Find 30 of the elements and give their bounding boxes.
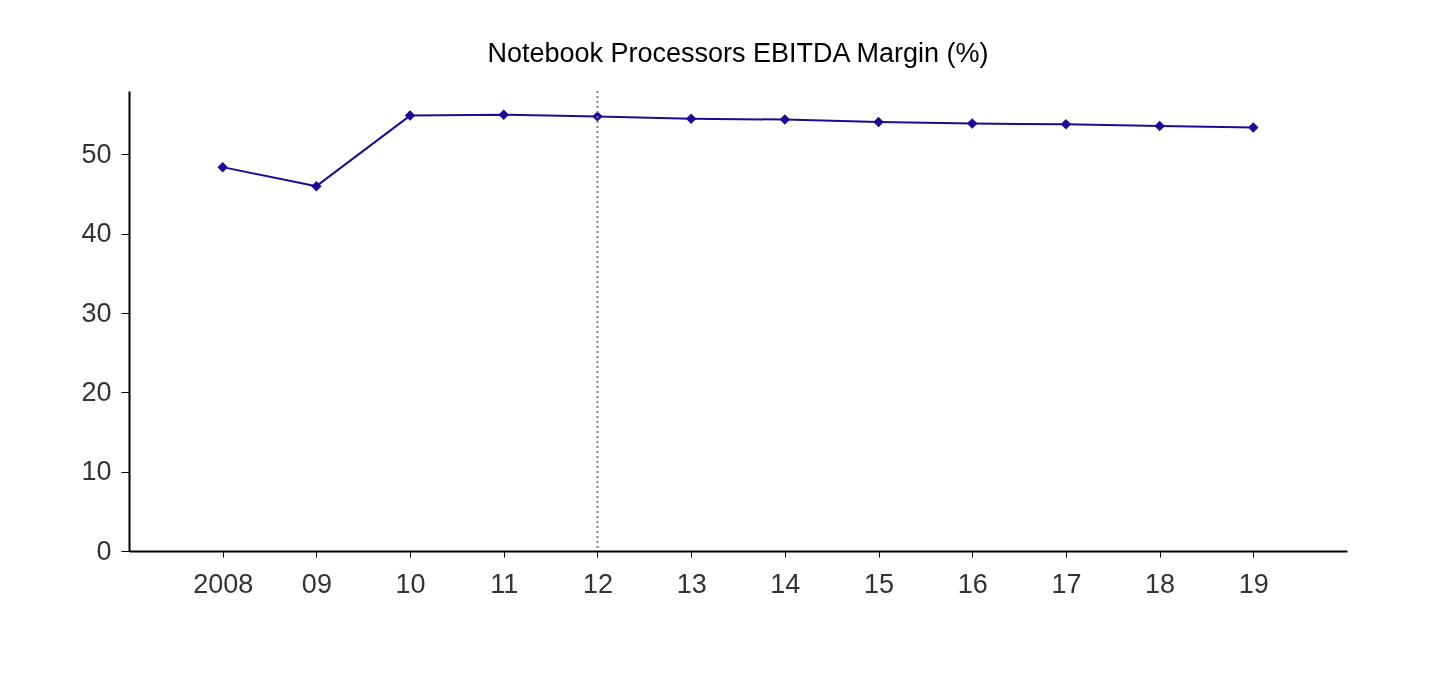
chart-title: Notebook Processors EBITDA Margin (%) <box>487 38 989 68</box>
point <box>404 110 416 121</box>
x-tick-label: 14 <box>770 568 801 599</box>
point <box>685 113 697 124</box>
x-tick-label: 2008 <box>193 568 254 599</box>
x-tick-label: 09 <box>301 568 332 599</box>
point <box>1248 122 1259 133</box>
point <box>873 116 884 128</box>
x-tick-label: 16 <box>957 568 988 599</box>
x-tick-label: 13 <box>676 568 707 599</box>
point <box>311 180 322 192</box>
y-tick-label: 0 <box>96 535 112 566</box>
y-tick-label: 50 <box>81 138 112 169</box>
x-tick-label: 11 <box>490 568 519 599</box>
x-tick-label: 10 <box>395 568 426 599</box>
y-tick-label: 10 <box>81 456 112 487</box>
x-tick-label: 18 <box>1145 568 1176 599</box>
point <box>1154 120 1165 132</box>
x-tick-label: 19 <box>1238 568 1269 599</box>
point <box>498 109 510 121</box>
y-tick-label: 30 <box>81 297 112 328</box>
y-tick-label: 40 <box>81 218 112 249</box>
point <box>1060 119 1072 130</box>
x-tick-label: 12 <box>582 568 613 599</box>
x-tick-label: 15 <box>864 568 895 599</box>
point <box>779 114 791 125</box>
y-tick-label: 20 <box>81 376 112 407</box>
point <box>966 118 978 129</box>
point <box>217 161 228 173</box>
x-tick-label: 17 <box>1051 568 1082 599</box>
